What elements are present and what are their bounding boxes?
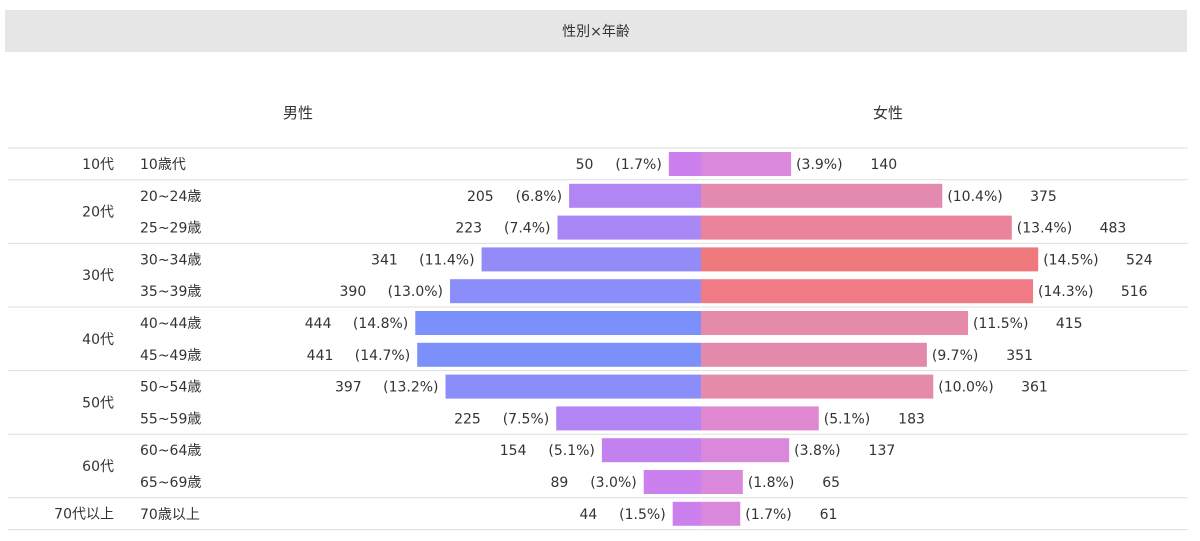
male-percent-label: (14.8%) bbox=[353, 316, 408, 332]
male-count-label: 44 bbox=[579, 507, 597, 523]
female-bar bbox=[701, 406, 819, 431]
male-bar bbox=[668, 152, 701, 176]
group-label: 40代 bbox=[82, 332, 114, 348]
female-count-label: 351 bbox=[1006, 348, 1033, 364]
female-percent-label: (1.7%) bbox=[745, 507, 792, 523]
age-label: 50~54歳 bbox=[140, 380, 201, 396]
male-bar bbox=[643, 470, 701, 494]
age-label: 55~59歳 bbox=[140, 411, 201, 427]
male-percent-label: (14.7%) bbox=[355, 348, 410, 364]
group-label: 10代 bbox=[82, 157, 114, 173]
female-count-label: 137 bbox=[869, 443, 896, 459]
male-count-label: 223 bbox=[455, 221, 482, 237]
female-bar bbox=[701, 342, 927, 367]
male-count-label: 205 bbox=[467, 189, 494, 205]
female-bar bbox=[701, 501, 741, 526]
male-percent-label: (3.0%) bbox=[590, 475, 637, 491]
female-bar bbox=[701, 470, 743, 494]
group-label: 70代以上 bbox=[54, 507, 114, 523]
male-count-label: 397 bbox=[335, 380, 362, 396]
age-label: 70歳以上 bbox=[140, 507, 200, 523]
female-percent-label: (14.5%) bbox=[1043, 252, 1098, 268]
female-count-label: 65 bbox=[822, 475, 840, 491]
female-percent-label: (5.1%) bbox=[824, 411, 871, 427]
female-count-label: 140 bbox=[870, 157, 897, 173]
male-percent-label: (7.4%) bbox=[504, 221, 551, 237]
female-bar bbox=[701, 279, 1034, 304]
male-percent-label: (1.5%) bbox=[619, 507, 666, 523]
male-bar bbox=[556, 406, 701, 431]
female-bar bbox=[701, 152, 792, 176]
age-label: 25~29歳 bbox=[140, 221, 201, 237]
male-percent-label: (11.4%) bbox=[419, 252, 474, 268]
female-count-label: 183 bbox=[898, 411, 925, 427]
female-percent-label: (3.8%) bbox=[794, 443, 841, 459]
female-bar bbox=[701, 438, 790, 463]
male-percent-label: (13.0%) bbox=[388, 284, 443, 300]
male-count-label: 444 bbox=[305, 316, 332, 332]
male-bar bbox=[450, 279, 701, 304]
chart-title: 性別×年齢 bbox=[5, 10, 1187, 52]
male-bar bbox=[672, 501, 701, 526]
male-percent-label: (7.5%) bbox=[503, 411, 550, 427]
group-label: 20代 bbox=[82, 205, 114, 221]
male-bar bbox=[601, 438, 701, 463]
male-percent-label: (6.8%) bbox=[516, 189, 563, 205]
male-bar bbox=[415, 311, 701, 335]
female-count-label: 375 bbox=[1030, 189, 1057, 205]
female-count-label: 61 bbox=[820, 507, 838, 523]
male-count-label: 89 bbox=[551, 475, 569, 491]
male-bar bbox=[417, 342, 701, 367]
female-count-label: 524 bbox=[1126, 252, 1153, 268]
male-count-label: 50 bbox=[576, 157, 594, 173]
female-percent-label: (1.8%) bbox=[748, 475, 795, 491]
male-header: 男性 bbox=[283, 104, 314, 122]
female-bar bbox=[701, 374, 934, 399]
male-count-label: 225 bbox=[454, 411, 481, 427]
male-percent-label: (5.1%) bbox=[548, 443, 595, 459]
female-percent-label: (10.4%) bbox=[947, 189, 1002, 205]
age-label: 65~69歳 bbox=[140, 475, 201, 491]
male-bar bbox=[445, 374, 701, 399]
male-bar bbox=[481, 247, 701, 272]
group-label: 50代 bbox=[82, 395, 114, 411]
male-bar bbox=[557, 215, 701, 240]
female-count-label: 361 bbox=[1021, 380, 1048, 396]
age-label: 60~64歳 bbox=[140, 443, 201, 459]
male-count-label: 341 bbox=[371, 252, 398, 268]
female-header: 女性 bbox=[873, 104, 904, 122]
age-label: 45~49歳 bbox=[140, 348, 201, 364]
female-percent-label: (14.3%) bbox=[1038, 284, 1093, 300]
female-percent-label: (13.4%) bbox=[1017, 221, 1072, 237]
male-percent-label: (13.2%) bbox=[383, 380, 438, 396]
male-percent-label: (1.7%) bbox=[615, 157, 662, 173]
female-count-label: 516 bbox=[1121, 284, 1148, 300]
female-percent-label: (10.0%) bbox=[938, 380, 993, 396]
female-bar bbox=[701, 183, 943, 208]
group-label: 30代 bbox=[82, 268, 114, 284]
female-percent-label: (3.9%) bbox=[796, 157, 843, 173]
female-bar bbox=[701, 215, 1012, 240]
female-bar bbox=[701, 311, 969, 335]
age-label: 40~44歳 bbox=[140, 316, 201, 332]
age-label: 20~24歳 bbox=[140, 189, 201, 205]
female-count-label: 415 bbox=[1056, 316, 1083, 332]
male-count-label: 154 bbox=[500, 443, 527, 459]
female-percent-label: (11.5%) bbox=[973, 316, 1028, 332]
male-bar bbox=[569, 183, 701, 208]
female-count-label: 483 bbox=[1100, 221, 1127, 237]
group-label: 60代 bbox=[82, 459, 114, 475]
female-bar bbox=[701, 247, 1039, 272]
female-percent-label: (9.7%) bbox=[932, 348, 979, 364]
age-label: 10歳代 bbox=[140, 157, 186, 173]
age-label: 30~34歳 bbox=[140, 252, 201, 268]
male-count-label: 441 bbox=[307, 348, 334, 364]
male-count-label: 390 bbox=[340, 284, 367, 300]
age-label: 35~39歳 bbox=[140, 284, 201, 300]
